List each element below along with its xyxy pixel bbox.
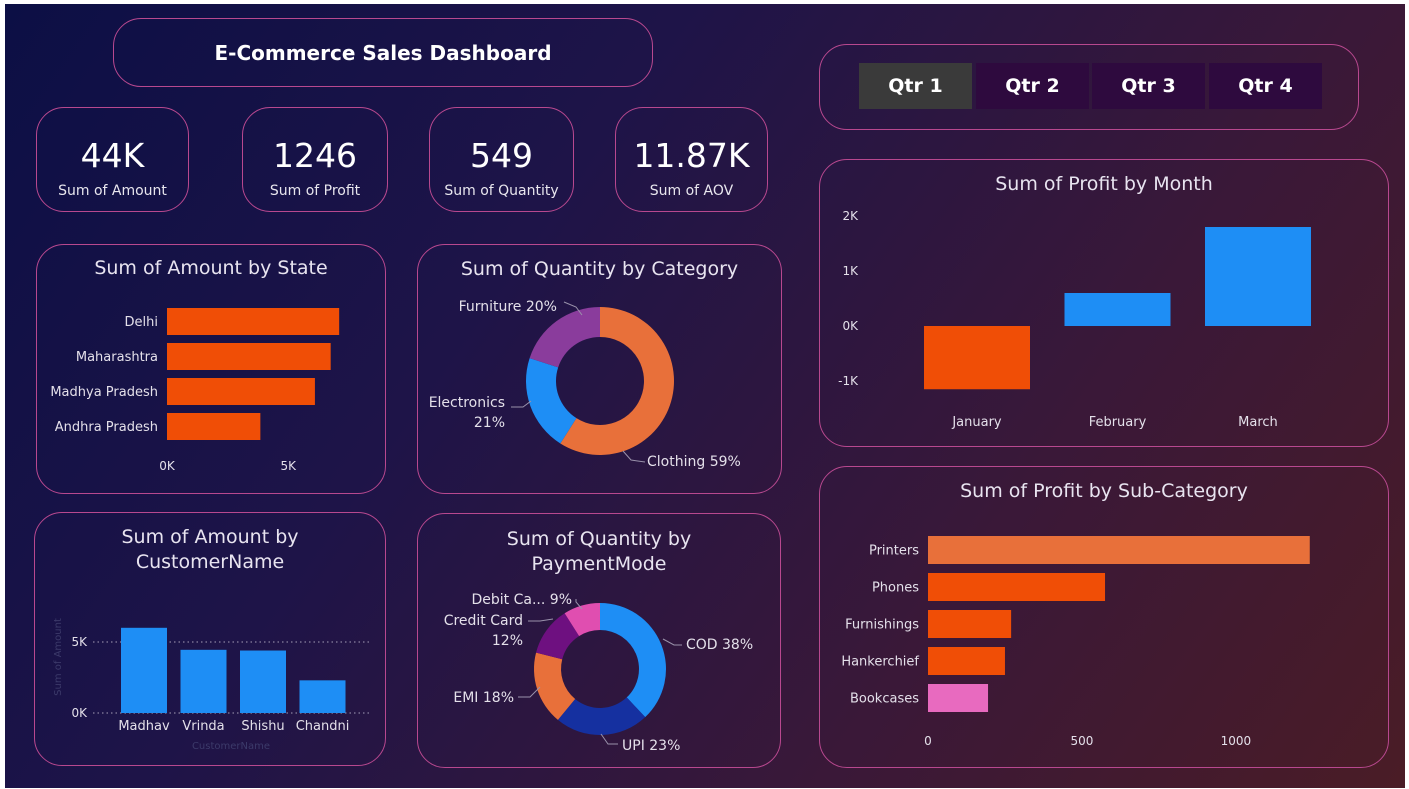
slice-cod <box>600 603 666 717</box>
category-label-andhra-pradesh: Andhra Pradesh <box>55 420 158 435</box>
data-label-emi: EMI 18% <box>453 690 514 706</box>
amount-by-state-chart: Delhi Maharashtra Madhya Pradesh Andhra Pra… <box>37 245 385 493</box>
kpi-value: 1246 <box>243 136 387 175</box>
category-label-january: January <box>951 415 1002 430</box>
bar-madhya-pradesh <box>167 378 315 405</box>
category-label-printers: Printers <box>869 544 919 559</box>
data-label-credit-card: 12% <box>492 633 523 649</box>
category-label-madhav: Madhav <box>118 719 170 734</box>
quantity-by-paymentmode-chart: COD 38% UPI 23% EMI 18% Credit Card 12% Debit… <box>418 514 780 767</box>
quarter-slicer: Qtr 1 Qtr 2 Qtr 3 Qtr 4 <box>819 44 1359 130</box>
bar-chandni <box>300 680 346 713</box>
leader-line <box>518 687 540 697</box>
data-label-credit-card: Credit Card <box>444 613 523 629</box>
data-label-electronics: 21% <box>474 415 505 431</box>
kpi-label: Sum of Profit <box>243 183 387 199</box>
kpi-card-aov: 11.87K Sum of AOV <box>615 107 768 212</box>
category-label-furnishings: Furnishings <box>845 618 919 633</box>
x-tick-label: 5K <box>280 459 297 473</box>
dashboard-canvas: E-Commerce Sales Dashboard 44K Sum of Am… <box>5 4 1405 788</box>
bar-phones <box>928 573 1105 601</box>
kpi-card-quantity: 549 Sum of Quantity <box>429 107 574 212</box>
y-tick-label: -1K <box>838 374 859 388</box>
kpi-card-amount: 44K Sum of Amount <box>36 107 189 212</box>
profit-by-subcategory-chart: Printers Phones Furnishings Hankerchief Book… <box>820 467 1388 767</box>
category-label-shishu: Shishu <box>241 719 284 734</box>
data-label-debit-card: Debit Ca... 9% <box>472 592 572 608</box>
bar-maharashtra <box>167 343 331 370</box>
bar-printers <box>928 536 1310 564</box>
y-axis-title: Sum of Amount <box>53 618 64 696</box>
data-label-clothing: Clothing 59% <box>647 454 741 470</box>
quantity-by-category-chart: Clothing 59% Electronics 21% Furniture 20% <box>418 245 781 493</box>
leader-line <box>511 401 531 407</box>
data-label-cod: COD 38% <box>686 637 753 653</box>
x-axis-title: CustomerName <box>192 741 270 752</box>
profit-by-month-chart: -1K 0K 1K 2K January February March <box>820 160 1388 446</box>
slicer-qtr-3[interactable]: Qtr 3 <box>1092 63 1205 109</box>
y-tick-label: 5K <box>71 635 88 649</box>
y-tick-label: 2K <box>842 209 859 223</box>
x-tick-label: 0 <box>924 734 932 748</box>
x-tick-label: 0K <box>159 459 176 473</box>
data-label-upi: UPI 23% <box>622 738 680 754</box>
chart-panel-amount-by-state: Sum of Amount by State Delhi Maharashtra M… <box>36 244 386 494</box>
chart-panel-profit-by-subcategory: Sum of Profit by Sub-Category Printers Ph… <box>819 466 1389 768</box>
chart-panel-quantity-by-paymentmode: Sum of Quantity by PaymentMode COD 38% UP… <box>417 513 781 768</box>
category-label-march: March <box>1238 415 1278 430</box>
chart-panel-quantity-by-category: Sum of Quantity by Category Clothing 59%… <box>417 244 782 494</box>
dashboard-title: E-Commerce Sales Dashboard <box>214 41 551 65</box>
category-label-chandni: Chandni <box>296 719 350 734</box>
category-label-phones: Phones <box>872 581 919 596</box>
bar-january <box>924 326 1030 389</box>
y-tick-label: 0K <box>71 706 88 720</box>
category-label-hankerchief: Hankerchief <box>841 655 919 670</box>
bar-delhi <box>167 308 339 335</box>
category-label-bookcases: Bookcases <box>850 692 919 707</box>
kpi-label: Sum of Amount <box>37 183 188 199</box>
slicer-qtr-2[interactable]: Qtr 2 <box>976 63 1089 109</box>
chart-panel-profit-by-month: Sum of Profit by Month -1K 0K 1K 2K January F… <box>819 159 1389 447</box>
bar-furnishings <box>928 610 1011 638</box>
kpi-value: 549 <box>430 136 573 175</box>
category-label-madhya-pradesh: Madhya Pradesh <box>50 385 158 400</box>
data-label-electronics: Electronics <box>429 395 505 411</box>
kpi-label: Sum of AOV <box>616 183 767 199</box>
bar-march <box>1205 227 1311 326</box>
leader-line <box>601 734 618 744</box>
bar-madhav <box>121 628 167 713</box>
x-tick-label: 1000 <box>1221 734 1252 748</box>
leader-line <box>663 639 682 645</box>
slicer-qtr-1[interactable]: Qtr 1 <box>859 63 972 109</box>
x-tick-label: 500 <box>1070 734 1093 748</box>
chart-panel-amount-by-customer: Sum of Amount by CustomerName 0K 5K Madhav… <box>34 512 386 766</box>
kpi-card-profit: 1246 Sum of Profit <box>242 107 388 212</box>
kpi-value: 11.87K <box>616 136 767 175</box>
category-label-maharashtra: Maharashtra <box>76 350 158 365</box>
y-tick-label: 1K <box>842 264 859 278</box>
leader-line <box>623 451 645 462</box>
bar-bookcases <box>928 684 988 712</box>
amount-by-customer-chart: 0K 5K Madhav Vrinda Shishu Chandni CustomerNam… <box>35 513 385 765</box>
title-panel: E-Commerce Sales Dashboard <box>113 18 653 87</box>
category-label-delhi: Delhi <box>125 315 158 330</box>
bar-shishu <box>240 651 286 713</box>
slice-furniture <box>530 307 600 367</box>
slicer-qtr-4[interactable]: Qtr 4 <box>1209 63 1322 109</box>
bar-hankerchief <box>928 647 1005 675</box>
leader-line <box>528 619 553 621</box>
kpi-value: 44K <box>37 136 188 175</box>
kpi-label: Sum of Quantity <box>430 183 573 199</box>
data-label-furniture: Furniture 20% <box>459 299 557 315</box>
bar-february <box>1065 293 1171 326</box>
bar-andhra-pradesh <box>167 413 260 440</box>
category-label-vrinda: Vrinda <box>182 719 224 734</box>
bar-vrinda <box>181 650 227 713</box>
category-label-february: February <box>1089 415 1147 430</box>
y-tick-label: 0K <box>842 319 859 333</box>
